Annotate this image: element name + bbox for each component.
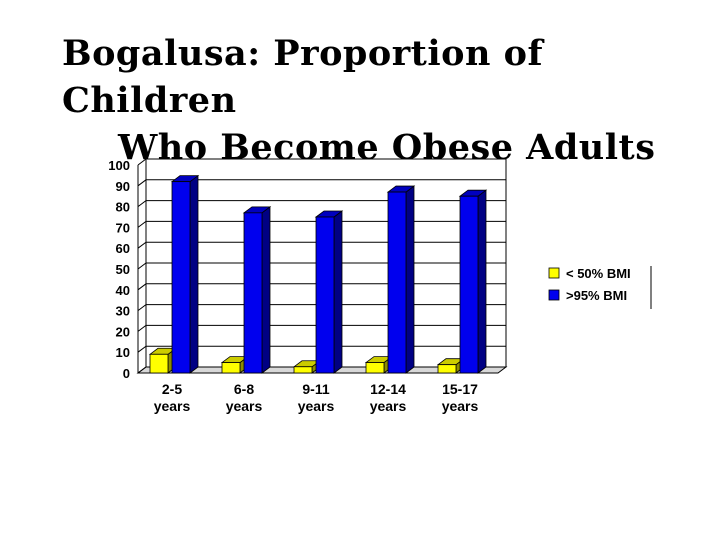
bar-side [477, 189, 487, 374]
bar-front [437, 364, 457, 374]
bar-side [189, 174, 199, 374]
gridline [137, 324, 506, 332]
bar-front [149, 353, 169, 374]
x-tick-label: 2-5 years [154, 381, 191, 414]
gridline [137, 179, 506, 187]
bar-side [333, 210, 343, 374]
gridline [137, 283, 506, 291]
y-tick-label: 30 [116, 304, 130, 319]
legend-label: < 50% BMI [566, 266, 631, 281]
bar-front [171, 181, 191, 374]
bar-gt95-1 [242, 206, 272, 374]
gridline [137, 345, 506, 353]
bar-front [315, 216, 335, 374]
y-tick-label: 20 [116, 324, 130, 339]
x-axis-labels: 2-5 years 6-8 years 9-11 years 12-14 years 15-17… [154, 381, 479, 414]
y-axis-ticks: 0 10 20 30 40 50 60 70 80 90 100 [108, 158, 130, 381]
title-line-1: Bogalusa: Proportion of Children [62, 33, 544, 121]
x-tick-label: 15-17 years [442, 381, 479, 414]
y-tick-label: 60 [116, 241, 130, 256]
bar-front [365, 362, 385, 374]
gridline [137, 304, 506, 312]
bar-gt95-3 [386, 185, 416, 374]
bar-front [293, 366, 313, 374]
gridline [137, 241, 506, 249]
x-tick-label: 12-14 years [370, 381, 407, 414]
y-tick-label: 80 [116, 200, 130, 215]
gridline [137, 262, 506, 270]
legend-swatch [548, 289, 560, 301]
y-tick-label: 40 [116, 283, 130, 298]
chart-title: Bogalusa: Proportion of Children Who Bec… [40, 30, 700, 171]
y-tick-label: 50 [116, 262, 130, 277]
bar-front [387, 191, 407, 374]
bar-gt95-2 [314, 210, 344, 374]
gridlines [137, 158, 506, 374]
bars [148, 174, 488, 374]
bar-side [405, 185, 415, 374]
bar-gt95-4 [458, 189, 488, 374]
bar-front [243, 212, 263, 374]
legend-swatch [548, 267, 560, 279]
bar-gt95-0 [170, 174, 200, 374]
x-tick-label: 9-11 years [298, 381, 335, 414]
bar-side [261, 206, 271, 374]
y-tick-label: 90 [116, 179, 130, 194]
y-tick-label: 100 [108, 158, 130, 173]
gridline [137, 220, 506, 228]
y-tick-label: 10 [116, 345, 130, 360]
gridline [137, 200, 506, 208]
legend: < 50% BMI >95% BMI [548, 266, 652, 309]
y-tick-label: 0 [123, 366, 130, 381]
gridline [137, 158, 506, 166]
x-tick-label: 6-8 years [226, 381, 263, 414]
bar-front [459, 195, 479, 374]
y-tick-label: 70 [116, 220, 130, 235]
bar-front [221, 362, 241, 374]
legend-label: >95% BMI [566, 288, 627, 303]
